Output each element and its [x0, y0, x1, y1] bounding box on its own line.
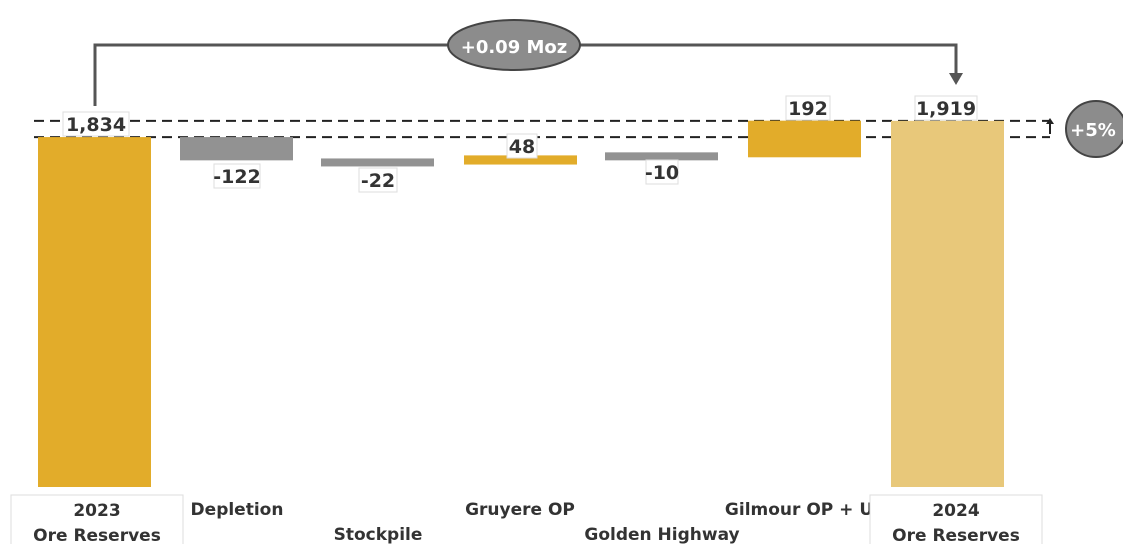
- value-label-2: -22: [361, 170, 395, 192]
- value-label-5: 192: [788, 98, 828, 120]
- value-label-box-6: [914, 95, 978, 121]
- value-label-box-3: [506, 133, 538, 159]
- value-label-box-4: [645, 159, 679, 185]
- change-bubble-label: +0.09 Moz: [461, 37, 568, 58]
- category-label-line: Stockpile: [334, 525, 423, 544]
- category-label-line: Golden Highway: [584, 525, 739, 544]
- value-label-0: 1,834: [66, 114, 126, 136]
- category-label-line: Ore Reserves: [33, 526, 161, 544]
- bar-gruyere-op: [464, 155, 577, 165]
- value-label-6: 1,919: [916, 98, 976, 120]
- category-label-1: Depletion: [191, 500, 284, 520]
- value-label-1: -122: [213, 166, 261, 188]
- pct-bubble-label: +5%: [1070, 120, 1116, 141]
- category-label-4: Golden Highway: [584, 525, 739, 544]
- category-box-0: [10, 494, 184, 544]
- category-label-2: Stockpile: [334, 525, 423, 544]
- value-label-box-2: [358, 167, 398, 193]
- bar-gilmour-op-ug: [748, 120, 861, 158]
- category-label-line: 2024: [932, 501, 979, 521]
- category-label-6: 2024 Ore Reserves: [892, 501, 1020, 544]
- bar-2024-ore-reserves: [891, 120, 1004, 487]
- category-label-line: Depletion: [191, 500, 284, 520]
- value-label-3: 48: [509, 136, 535, 158]
- pct-arrow-icon: [1046, 118, 1054, 124]
- bar-depletion: [180, 137, 293, 161]
- bar-golden-highway: [605, 152, 718, 161]
- value-label-4: -10: [645, 162, 679, 184]
- bar-stockpile: [321, 158, 434, 167]
- pct-bubble: [1065, 100, 1123, 158]
- change-bubble: [447, 19, 581, 71]
- category-label-line: 2023: [73, 501, 120, 521]
- bar-2023-ore-reserves: [38, 137, 151, 487]
- category-label-line: Ore Reserves: [892, 526, 1020, 544]
- category-label-line: Gilmour OP + UG: [725, 500, 887, 520]
- value-label-box-5: [785, 95, 831, 121]
- category-box-6: [869, 494, 1043, 544]
- connector-arrow-icon: [949, 73, 963, 85]
- category-label-3: Gruyere OP: [465, 500, 575, 520]
- value-label-box-0: [62, 111, 130, 137]
- category-label-5: Gilmour OP + UG: [725, 500, 887, 520]
- category-label-line: Gruyere OP: [465, 500, 575, 520]
- category-label-0: 2023 Ore Reserves: [33, 501, 161, 544]
- value-label-box-1: [213, 163, 261, 189]
